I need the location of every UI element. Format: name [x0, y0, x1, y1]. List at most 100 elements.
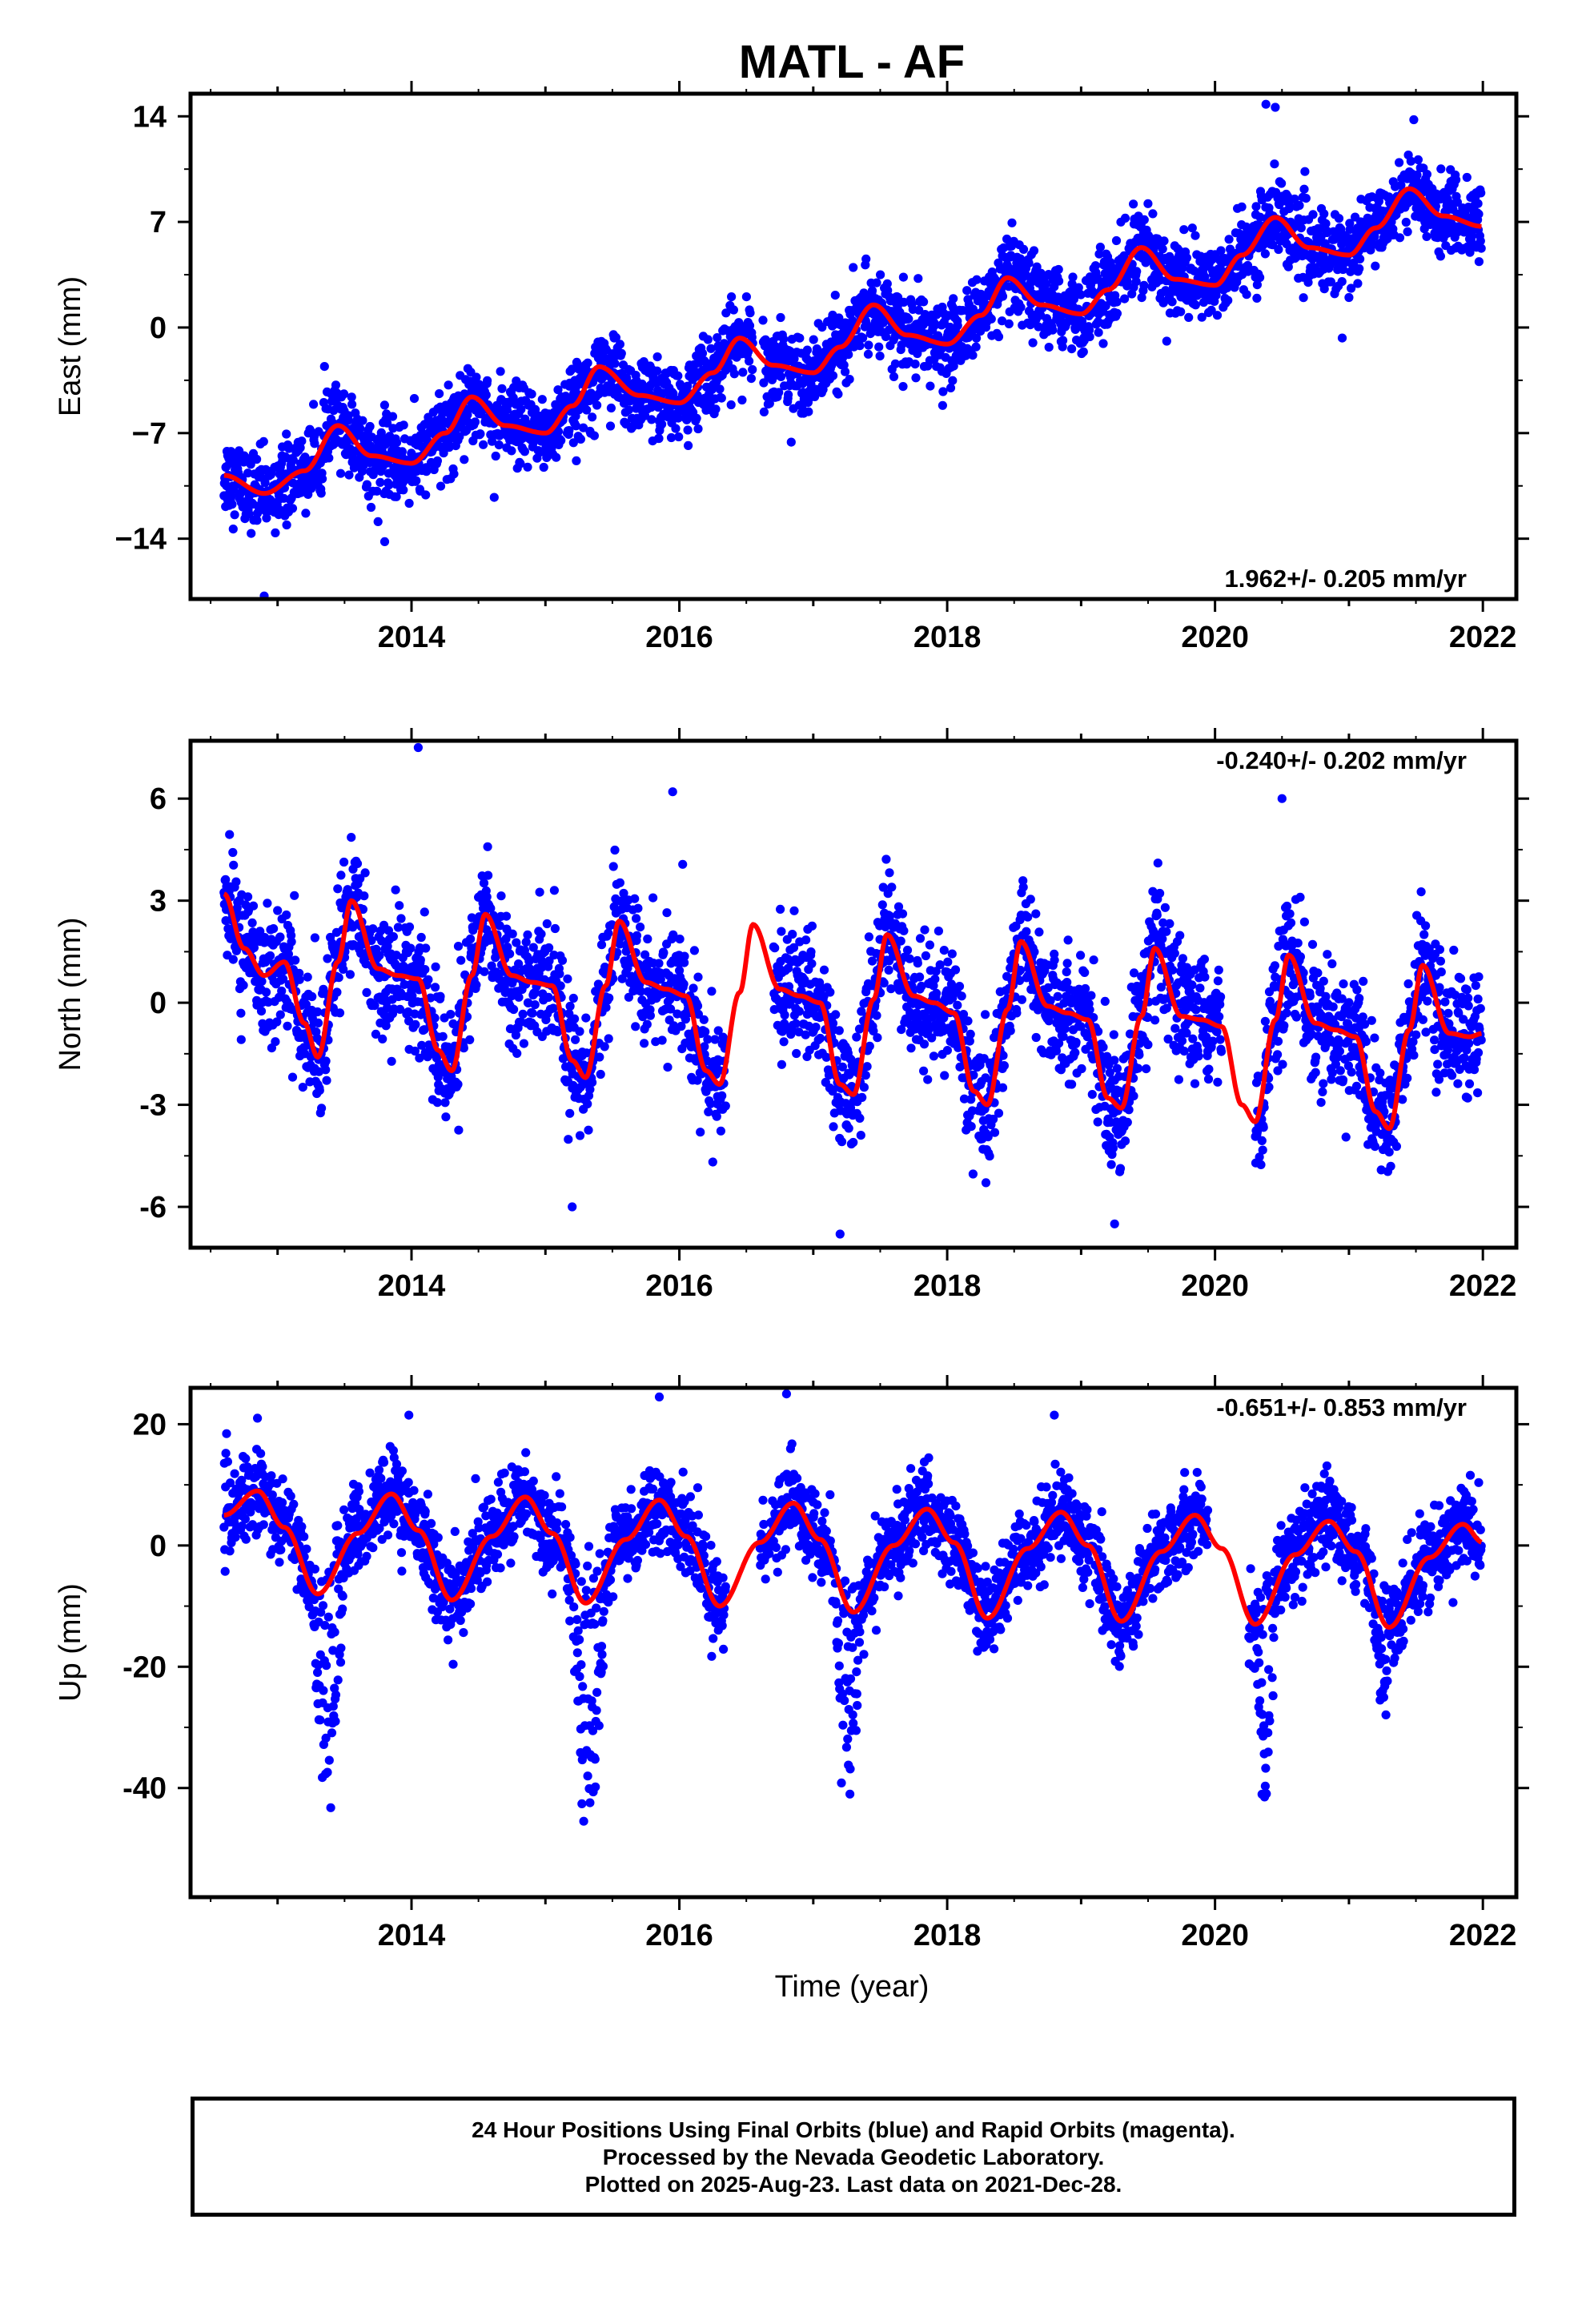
east-point	[817, 323, 827, 332]
east-frame	[188, 91, 1519, 601]
north-point	[321, 1065, 331, 1075]
north-point	[657, 1035, 667, 1045]
north-point	[225, 830, 235, 839]
north-point	[367, 935, 376, 945]
north-point	[675, 935, 685, 944]
east-point	[1296, 223, 1306, 233]
east-point	[1237, 202, 1247, 211]
north-point	[411, 1019, 420, 1029]
east-point	[1122, 277, 1132, 287]
east-point	[1131, 277, 1141, 287]
north-point	[932, 988, 942, 998]
north-point	[421, 943, 431, 953]
north-point	[867, 956, 877, 966]
east-point	[1182, 253, 1191, 263]
east-point	[692, 413, 701, 424]
north-point	[387, 1056, 396, 1066]
north-point	[317, 1104, 327, 1113]
east-point	[1345, 224, 1355, 234]
north-point	[915, 934, 926, 943]
north-point	[923, 1075, 933, 1084]
east-point	[1223, 296, 1233, 305]
east-data-points	[219, 99, 1486, 599]
east-point	[776, 372, 786, 381]
north-point	[966, 1029, 975, 1039]
east-point	[516, 404, 526, 414]
east-point	[1078, 347, 1088, 356]
north-point	[424, 975, 433, 984]
east-point	[1191, 300, 1200, 310]
east-point	[962, 286, 972, 296]
east-point	[869, 309, 878, 319]
north-point	[508, 929, 517, 939]
east-point	[331, 380, 341, 390]
east-point	[1252, 293, 1262, 303]
north-point	[570, 1014, 580, 1023]
east-point	[1301, 194, 1311, 203]
east-point	[1211, 291, 1221, 300]
east-point	[745, 308, 755, 318]
east-point	[355, 424, 365, 433]
north-point	[315, 1086, 324, 1096]
north-point	[383, 926, 393, 935]
east-point	[366, 502, 376, 513]
east-point	[784, 390, 793, 400]
east-point	[1334, 214, 1344, 223]
east-point	[1326, 277, 1335, 287]
north-point	[404, 922, 415, 932]
east-point	[833, 389, 843, 399]
north-point	[378, 1034, 387, 1043]
east-point	[741, 292, 752, 302]
north-point	[375, 951, 384, 960]
east-point	[674, 432, 684, 442]
east-point	[1200, 272, 1210, 282]
east-point	[605, 421, 616, 431]
north-point	[441, 1112, 451, 1122]
north-point	[600, 1042, 609, 1051]
east-point	[998, 292, 1008, 301]
north-point	[615, 878, 625, 887]
east-point	[287, 504, 298, 513]
east-point	[365, 421, 375, 432]
north-point	[483, 842, 492, 851]
east-point	[1019, 244, 1029, 254]
east-point	[310, 439, 319, 448]
east-point	[588, 412, 597, 422]
east-point	[1197, 312, 1207, 322]
north-point	[659, 948, 669, 958]
east-point	[1251, 202, 1261, 211]
east-point	[1337, 277, 1347, 287]
north-point	[604, 993, 614, 1003]
north-point	[942, 1046, 952, 1055]
east-point	[358, 416, 367, 425]
east-point	[904, 314, 913, 324]
north-point	[530, 1000, 540, 1010]
east-point	[436, 481, 446, 491]
north-point	[263, 899, 272, 908]
north-point	[940, 1071, 950, 1080]
north-point	[323, 954, 332, 963]
north-point	[885, 868, 894, 878]
east-point	[282, 520, 291, 530]
east-point	[479, 440, 488, 449]
east-point	[260, 478, 270, 488]
east-point	[898, 272, 908, 282]
north-point	[693, 972, 703, 982]
east-point	[1095, 243, 1105, 252]
north-point	[855, 1113, 865, 1123]
east-point	[1319, 284, 1329, 294]
east-point	[528, 438, 538, 448]
north-point	[313, 1018, 323, 1027]
north-point	[849, 1137, 858, 1148]
north-point	[333, 884, 343, 894]
north-point	[844, 1124, 853, 1133]
east-point	[1299, 293, 1308, 303]
east-point	[748, 364, 757, 375]
north-point	[396, 914, 406, 923]
north-point	[355, 874, 365, 883]
east-point	[1476, 243, 1486, 253]
north-point	[393, 923, 403, 932]
east-point	[611, 332, 621, 343]
east-point	[1252, 280, 1262, 290]
north-point	[708, 1157, 717, 1167]
